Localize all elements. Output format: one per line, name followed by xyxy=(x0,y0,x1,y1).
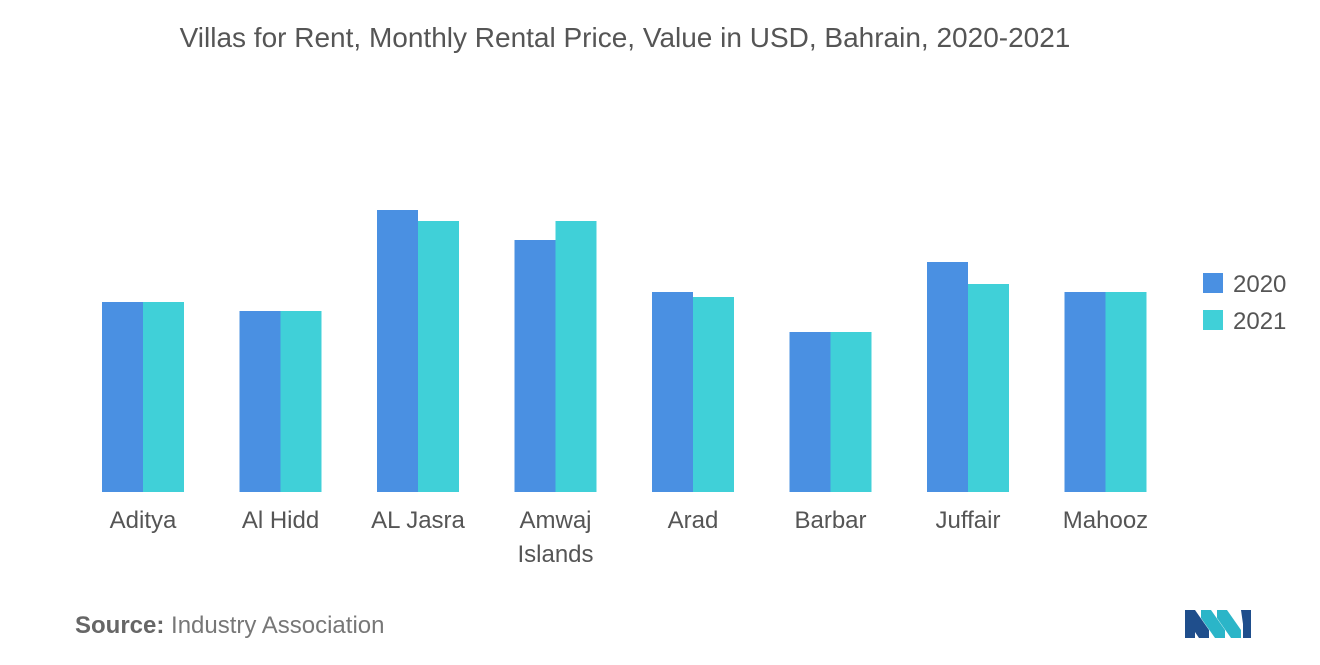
bar-2021-7 xyxy=(1105,292,1147,492)
source-label: Source: xyxy=(75,612,165,639)
category-label-1-0: Al Hidd xyxy=(242,507,319,534)
legend: 2020 2021 xyxy=(1203,271,1286,335)
legend-label-2021: 2021 xyxy=(1233,308,1286,335)
bar-2021-6 xyxy=(968,284,1009,492)
category-label-4-0: Arad xyxy=(668,507,719,534)
bar-2020-3 xyxy=(514,240,556,492)
bar-2021-0 xyxy=(143,302,184,492)
category-label-3-1: Islands xyxy=(517,541,593,568)
bar-2020-0 xyxy=(102,302,143,492)
bar-2021-1 xyxy=(280,311,322,492)
category-label-0-0: Aditya xyxy=(110,507,177,534)
chart-title: Villas for Rent, Monthly Rental Price, V… xyxy=(179,22,1071,53)
source-note: Source: Industry Association xyxy=(75,612,384,640)
category-label-5-0: Barbar xyxy=(794,507,866,534)
bar-2020-1 xyxy=(239,311,281,492)
bar-2021-3 xyxy=(555,221,597,492)
bar-2020-6 xyxy=(927,262,968,492)
bar-2020-4 xyxy=(652,292,693,492)
category-label-7-0: Mahooz xyxy=(1063,507,1148,534)
bar-2021-5 xyxy=(830,332,872,492)
category-label-6-0: Juffair xyxy=(936,507,1001,534)
mordor-intelligence-logo-icon xyxy=(1185,610,1251,638)
legend-swatch-2021 xyxy=(1203,310,1223,330)
bar-2020-2 xyxy=(377,210,418,492)
category-labels-group: Aditya Al Hidd AL Jasra Amwaj Islands Arad Bar… xyxy=(110,507,1149,568)
bars-group xyxy=(102,210,1147,492)
bar-2020-7 xyxy=(1064,292,1106,492)
bar-2021-4 xyxy=(693,297,734,492)
bar-2021-2 xyxy=(418,221,459,492)
legend-label-2020: 2020 xyxy=(1233,271,1286,298)
category-label-2-0: AL Jasra xyxy=(371,507,465,534)
legend-swatch-2020 xyxy=(1203,273,1223,293)
bar-2020-5 xyxy=(789,332,831,492)
category-label-3-0: Amwaj xyxy=(519,507,591,534)
source-text: Industry Association xyxy=(171,612,385,639)
